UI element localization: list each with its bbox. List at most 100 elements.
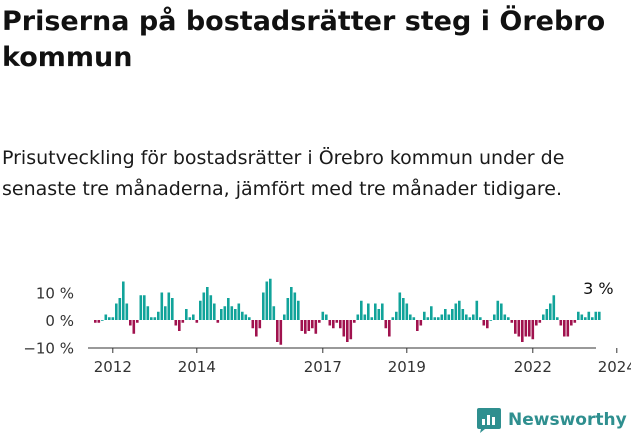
- bar: [255, 320, 258, 337]
- bar: [174, 320, 178, 326]
- bar: [507, 317, 510, 320]
- bar: [181, 320, 185, 323]
- bar: [454, 303, 458, 320]
- bar: [300, 320, 304, 331]
- bar: [531, 320, 535, 340]
- bar: [538, 320, 542, 323]
- bar: [451, 309, 454, 320]
- bar: [563, 320, 566, 337]
- bar: [290, 287, 293, 320]
- bar: [493, 314, 496, 320]
- bar: [587, 311, 591, 320]
- bar: [122, 281, 125, 320]
- bar: [241, 311, 244, 320]
- bar: [209, 295, 213, 320]
- bar: [332, 320, 335, 329]
- bar: [496, 300, 500, 320]
- bar: [503, 314, 507, 320]
- bar: [430, 306, 433, 320]
- bar: [185, 309, 188, 320]
- bar: [370, 317, 374, 320]
- bar: [447, 314, 451, 320]
- bar: [349, 320, 353, 340]
- bar: [325, 314, 328, 320]
- bar: [377, 309, 381, 320]
- bar: [482, 320, 486, 326]
- bar: [489, 320, 493, 321]
- bar: [458, 300, 461, 320]
- bar: [381, 303, 384, 320]
- bar: [465, 314, 468, 320]
- bar: [283, 314, 286, 320]
- bar: [416, 320, 419, 331]
- bar: [468, 317, 472, 320]
- bar: [461, 309, 465, 320]
- bar: [552, 295, 556, 320]
- bar: [570, 320, 573, 326]
- bar: [160, 292, 164, 320]
- bar: [580, 314, 584, 320]
- bar: [346, 320, 349, 342]
- bar: [412, 317, 416, 320]
- bar: [402, 298, 405, 320]
- bar: [514, 320, 517, 334]
- bar: [286, 298, 290, 320]
- bar: [409, 314, 412, 320]
- bar: [216, 320, 220, 323]
- bar: [311, 320, 314, 329]
- bar: [475, 300, 479, 320]
- y-tick-label: 0 %: [45, 312, 74, 330]
- bar: [360, 300, 363, 320]
- bar: [195, 320, 199, 323]
- chart-title: Priserna på bostadsrätter steg i Örebro …: [2, 6, 606, 73]
- bar: [136, 320, 139, 323]
- bar: [248, 317, 251, 320]
- bar: [479, 317, 482, 320]
- bar: [335, 320, 339, 323]
- bar: [150, 317, 153, 320]
- bar: [293, 292, 297, 320]
- bar: [339, 320, 342, 329]
- bar: [384, 320, 388, 329]
- bar: [265, 281, 269, 320]
- bar: [202, 292, 206, 320]
- bar: [405, 303, 409, 320]
- bar: [230, 306, 234, 320]
- bar: [559, 320, 563, 326]
- bar: [272, 306, 276, 320]
- bar: [227, 298, 230, 320]
- bar: [391, 317, 395, 320]
- bar: [157, 311, 160, 320]
- bar: [388, 320, 391, 337]
- bar: [395, 311, 398, 320]
- bar: [307, 320, 311, 331]
- bar: [132, 320, 136, 334]
- bar: [440, 314, 444, 320]
- bar: [556, 317, 559, 320]
- bar: [367, 303, 370, 320]
- bar: [220, 309, 223, 320]
- bar: [206, 287, 209, 320]
- chart-subtitle: Prisutveckling för bostadsrätter i Örebr…: [2, 147, 565, 200]
- bar: [566, 320, 570, 337]
- bar: [314, 320, 318, 334]
- bar: [237, 303, 241, 320]
- bar: [419, 320, 423, 326]
- bar: [276, 320, 279, 342]
- bar: [192, 314, 195, 320]
- bar: [472, 314, 475, 320]
- bar: [199, 300, 202, 320]
- newsworthy-logo-icon: [477, 408, 501, 433]
- bar: [304, 320, 307, 334]
- bar: [146, 306, 150, 320]
- bar: [213, 303, 216, 320]
- y-tick-label: 10 %: [36, 285, 74, 303]
- bar: [363, 314, 367, 320]
- bar: [528, 320, 531, 337]
- bar-chart: 10 % 0 % −10 % 2012 2014 2017 2019 2022 2024 3 %: [23, 278, 631, 376]
- x-tick-label: 2017: [304, 358, 342, 376]
- bar: [549, 303, 552, 320]
- bar: [139, 295, 143, 320]
- bar: [244, 314, 248, 320]
- bar: [584, 317, 587, 320]
